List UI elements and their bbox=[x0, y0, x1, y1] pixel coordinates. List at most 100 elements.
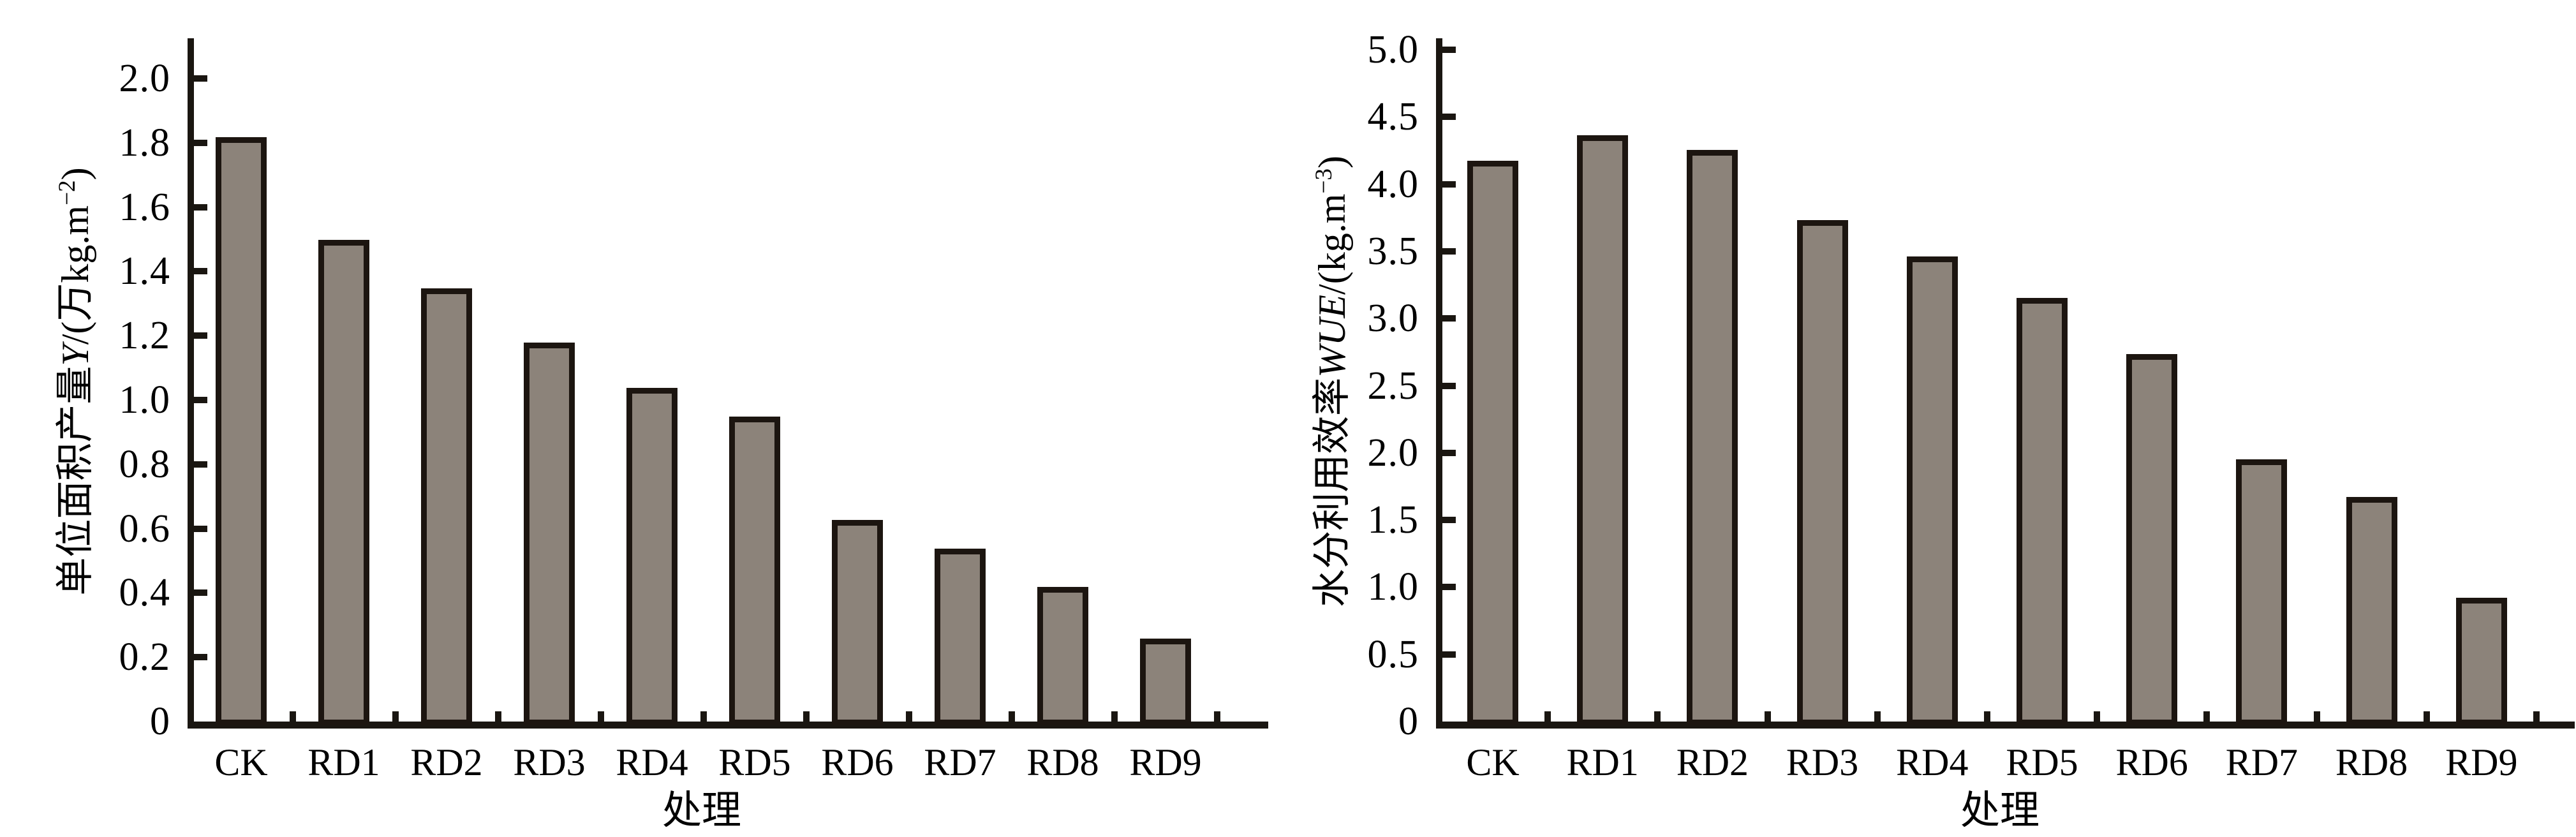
yield-bar-RD2 bbox=[421, 288, 472, 725]
yield-x-category-label-RD3: RD3 bbox=[513, 741, 586, 783]
wue-x-category-label-RD2: RD2 bbox=[1676, 741, 1749, 783]
yield-y-tick-label-0.2: 0.2 bbox=[119, 635, 170, 679]
wue-x-category-label-RD6: RD6 bbox=[2115, 741, 2188, 783]
wue-x-minor-tick-1 bbox=[1544, 711, 1551, 722]
yield-x-category-label-RD2: RD2 bbox=[410, 741, 483, 783]
wue-bar-RD2 bbox=[1687, 150, 1738, 725]
wue-bar-RD7 bbox=[2236, 459, 2288, 725]
wue-x-minor-tick-3 bbox=[1764, 711, 1771, 722]
wue-y-tick-label-2.0: 2.0 bbox=[1367, 431, 1419, 475]
yield-y-tick-1.4 bbox=[193, 268, 207, 275]
wue-x-minor-tick-2 bbox=[1654, 711, 1661, 722]
wue-y-tick-0.5 bbox=[1442, 651, 1456, 658]
yield-x-category-label-RD1: RD1 bbox=[307, 741, 380, 783]
yield-x-minor-tick-7 bbox=[905, 711, 912, 722]
yield-x-category-label-RD9: RD9 bbox=[1129, 741, 1202, 783]
wue-y-tick-label-3.5: 3.5 bbox=[1367, 229, 1419, 273]
yield-x-category-label-RD5: RD5 bbox=[718, 741, 791, 783]
yield-y-tick-0.2 bbox=[193, 654, 207, 661]
yield-y-tick-label-0.6: 0.6 bbox=[119, 507, 170, 551]
wue-x-minor-tick-4 bbox=[1874, 711, 1881, 722]
yield-x-category-label-RD4: RD4 bbox=[616, 741, 688, 783]
yield-x-axis-line bbox=[188, 722, 1268, 729]
yield-y-tick-label-0: 0 bbox=[150, 700, 170, 743]
yield-y-tick-label-1.2: 1.2 bbox=[119, 314, 170, 358]
wue-y-tick-label-1.0: 1.0 bbox=[1367, 565, 1419, 609]
yield-y-tick-1.0 bbox=[193, 397, 207, 403]
yield-y-tick-label-1.8: 1.8 bbox=[119, 121, 170, 165]
yield-x-category-label-RD8: RD8 bbox=[1026, 741, 1099, 783]
wue-y-tick-label-1.5: 1.5 bbox=[1367, 498, 1419, 542]
yield-bar-CK bbox=[216, 137, 267, 725]
yield-x-minor-tick-4 bbox=[597, 711, 604, 722]
wue-y-tick-4.5 bbox=[1442, 114, 1456, 121]
yield-x-axis-title: 处理 bbox=[662, 789, 742, 833]
wue-x-minor-tick-5 bbox=[1983, 711, 1990, 722]
yield-bar-RD9 bbox=[1140, 639, 1191, 725]
wue-x-axis-title: 处理 bbox=[1960, 789, 2040, 833]
wue-x-category-label-RD9: RD9 bbox=[2445, 741, 2518, 783]
wue-y-tick-3.5 bbox=[1442, 248, 1456, 255]
wue-x-minor-tick-7 bbox=[2203, 711, 2210, 722]
yield-y-tick-0.6 bbox=[193, 525, 207, 532]
wue-y-tick-label-5.0: 5.0 bbox=[1367, 28, 1419, 71]
wue-y-tick-5.0 bbox=[1442, 47, 1456, 53]
wue-bar-RD1 bbox=[1577, 135, 1629, 725]
yield-x-minor-tick-6 bbox=[803, 711, 810, 722]
wue-bar-RD6 bbox=[2126, 354, 2178, 725]
wue-y-tick-2.0 bbox=[1442, 449, 1456, 456]
wue-y-tick-1.5 bbox=[1442, 517, 1456, 524]
wue-x-minor-tick-8 bbox=[2313, 711, 2320, 722]
wue-x-minor-tick-10 bbox=[2533, 711, 2540, 722]
wue-x-category-label-RD5: RD5 bbox=[2006, 741, 2078, 783]
yield-x-minor-tick-8 bbox=[1008, 711, 1015, 722]
yield-y-tick-0.4 bbox=[193, 589, 207, 596]
yield-x-minor-tick-10 bbox=[1213, 711, 1220, 722]
wue-bar-RD4 bbox=[1906, 256, 1958, 725]
wue-x-category-label-RD1: RD1 bbox=[1566, 741, 1639, 783]
wue-x-category-label-RD7: RD7 bbox=[2225, 741, 2298, 783]
wue-bar-RD5 bbox=[2017, 298, 2068, 725]
yield-bar-RD1 bbox=[318, 240, 369, 725]
yield-y-tick-2.0 bbox=[193, 75, 207, 82]
wue-y-tick-3.0 bbox=[1442, 315, 1456, 322]
wue-y-tick-4.0 bbox=[1442, 181, 1456, 188]
yield-y-tick-label-1.0: 1.0 bbox=[119, 378, 170, 422]
yield-y-axis-line bbox=[188, 38, 194, 729]
wue-x-minor-tick-9 bbox=[2423, 711, 2430, 722]
wue-bar-RD8 bbox=[2346, 496, 2397, 725]
yield-y-tick-label-1.6: 1.6 bbox=[119, 185, 170, 229]
yield-x-minor-tick-9 bbox=[1111, 711, 1118, 722]
wue-y-tick-label-4.0: 4.0 bbox=[1367, 162, 1419, 206]
wue-y-tick-label-2.5: 2.5 bbox=[1367, 364, 1419, 408]
wue-y-tick-label-0.5: 0.5 bbox=[1367, 632, 1419, 676]
yield-x-category-label-RD7: RD7 bbox=[924, 741, 996, 783]
yield-x-minor-tick-2 bbox=[392, 711, 399, 722]
yield-y-tick-label-0.8: 0.8 bbox=[119, 442, 170, 486]
wue-bar-RD9 bbox=[2455, 597, 2507, 725]
yield-bar-RD4 bbox=[626, 387, 677, 725]
wue-y-axis-line bbox=[1436, 38, 1442, 729]
yield-y-tick-1.2 bbox=[193, 332, 207, 339]
wue-y-tick-label-0: 0 bbox=[1398, 700, 1419, 743]
yield-y-tick-label-1.4: 1.4 bbox=[119, 249, 170, 293]
yield-bar-RD6 bbox=[832, 519, 883, 725]
yield-bar-RD7 bbox=[935, 548, 986, 725]
yield-y-tick-1.8 bbox=[193, 139, 207, 146]
yield-x-minor-tick-3 bbox=[494, 711, 501, 722]
yield-y-axis-title-unit-close: ) bbox=[54, 167, 96, 181]
wue-x-axis-line bbox=[1436, 722, 2575, 729]
yield-y-tick-label-0.4: 0.4 bbox=[119, 571, 170, 615]
wue-bar-RD3 bbox=[1796, 219, 1848, 725]
yield-x-minor-tick-1 bbox=[289, 711, 296, 722]
yield-y-tick-label-2.0: 2.0 bbox=[119, 57, 170, 100]
wue-x-category-label-RD3: RD3 bbox=[1786, 741, 1859, 783]
wue-x-category-label-RD8: RD8 bbox=[2335, 741, 2408, 783]
yield-y-tick-0.8 bbox=[193, 461, 207, 468]
wue-bar-CK bbox=[1467, 161, 1518, 725]
wue-x-category-label-RD4: RD4 bbox=[1896, 741, 1969, 783]
wue-x-minor-tick-6 bbox=[2094, 711, 2101, 722]
yield-bar-RD8 bbox=[1037, 587, 1088, 725]
yield-x-category-label-CK: CK bbox=[214, 741, 268, 783]
